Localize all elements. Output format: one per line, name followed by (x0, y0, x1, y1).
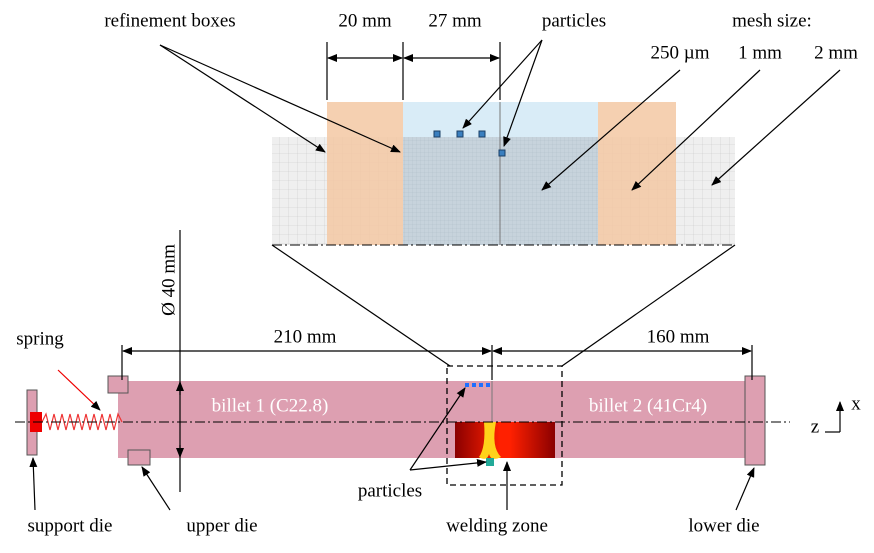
label: refinement boxes (104, 10, 235, 31)
welding-zone (455, 422, 555, 458)
label: particles (542, 10, 606, 31)
label: welding zone (446, 515, 548, 536)
billet-label: billet 1 (C22.8) (212, 395, 329, 416)
dimension-label: 27 mm (428, 10, 482, 31)
assembly (15, 366, 790, 485)
assembly-dimensions (33, 230, 840, 510)
particle (499, 150, 505, 156)
mesh-zoom (272, 102, 735, 245)
dimension-label: 20 mm (338, 10, 392, 31)
axis-label: x (851, 393, 861, 414)
axis-label: z (811, 416, 819, 437)
billet (118, 381, 750, 458)
label: spring (16, 328, 64, 349)
mesh-size: 250 µm (651, 42, 710, 63)
refinement-box (598, 102, 676, 245)
dimension-label: 160 mm (647, 326, 710, 347)
mesh-size: 2 mm (814, 42, 858, 63)
label: mesh size: (732, 10, 812, 31)
diagram: refinement boxes 20 mm 27 mm particles m… (0, 0, 874, 553)
upper-die (108, 376, 128, 393)
lower-die (745, 376, 765, 465)
label: lower die (688, 515, 759, 536)
mesh-size: 1 mm (738, 42, 782, 63)
particle (457, 131, 463, 137)
label: upper die (186, 515, 257, 536)
particle (479, 131, 485, 137)
dimension-label: 210 mm (274, 326, 337, 347)
billet-label: billet 2 (41Cr4) (589, 395, 707, 416)
upper-die (128, 450, 150, 465)
label: particles (358, 480, 422, 501)
particle (434, 131, 440, 137)
particle (486, 458, 494, 466)
dimension-label: Ø 40 mm (158, 244, 179, 316)
refinement-box (327, 102, 403, 245)
label: support die (28, 515, 113, 536)
